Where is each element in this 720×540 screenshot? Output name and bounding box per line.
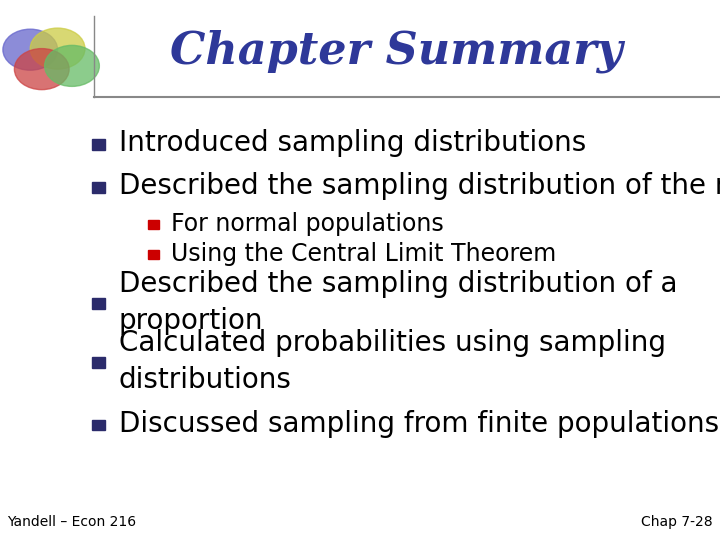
FancyBboxPatch shape xyxy=(92,357,105,368)
FancyBboxPatch shape xyxy=(92,298,105,309)
Circle shape xyxy=(45,45,99,86)
FancyBboxPatch shape xyxy=(92,139,105,150)
Circle shape xyxy=(3,29,58,70)
Text: Calculated probabilities using sampling
distributions: Calculated probabilities using sampling … xyxy=(119,329,666,394)
Text: Described the sampling distribution of the mean: Described the sampling distribution of t… xyxy=(119,172,720,200)
Text: Discussed sampling from finite populations: Discussed sampling from finite populatio… xyxy=(119,410,719,438)
Text: Using the Central Limit Theorem: Using the Central Limit Theorem xyxy=(171,242,557,266)
Circle shape xyxy=(14,49,69,90)
FancyBboxPatch shape xyxy=(148,250,159,259)
Text: Chapter Summary: Chapter Summary xyxy=(170,30,622,73)
FancyBboxPatch shape xyxy=(148,220,159,229)
FancyBboxPatch shape xyxy=(92,420,105,430)
Text: Introduced sampling distributions: Introduced sampling distributions xyxy=(119,129,586,157)
Text: Described the sampling distribution of a
proportion: Described the sampling distribution of a… xyxy=(119,270,678,335)
Text: Yandell – Econ 216: Yandell – Econ 216 xyxy=(7,515,136,529)
Text: Chap 7-28: Chap 7-28 xyxy=(642,515,713,529)
Text: For normal populations: For normal populations xyxy=(171,212,444,236)
Circle shape xyxy=(30,28,85,69)
FancyBboxPatch shape xyxy=(92,182,105,193)
